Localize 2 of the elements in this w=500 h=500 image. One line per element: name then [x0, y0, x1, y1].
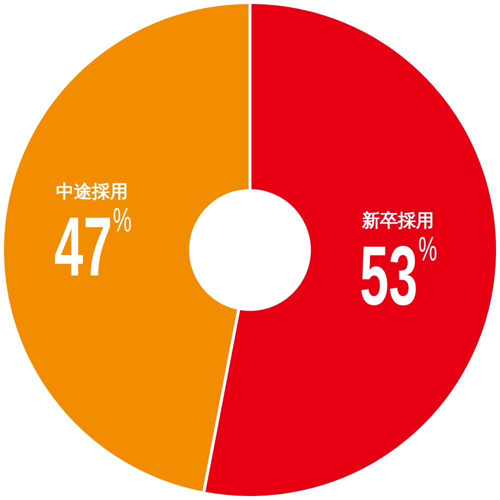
data-label: 53% [360, 228, 438, 322]
slice-label: 新卒採用 [360, 210, 434, 232]
